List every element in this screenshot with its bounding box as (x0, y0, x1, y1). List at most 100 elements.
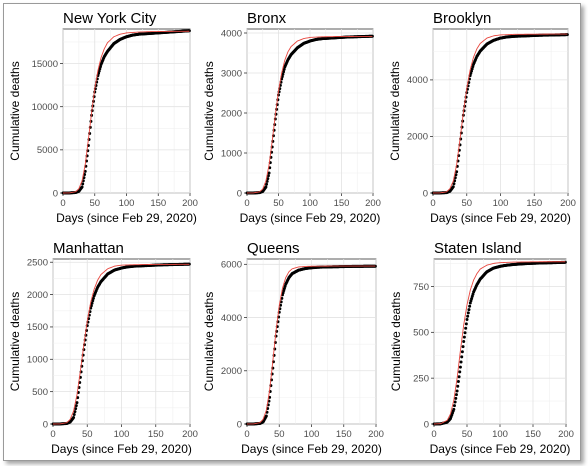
data-point (73, 410, 77, 414)
y-tick-label: 2500 (27, 258, 48, 269)
panel-title: Queens (247, 240, 300, 257)
data-point (282, 67, 286, 71)
data-point (282, 70, 286, 74)
data-point (81, 182, 85, 186)
data-point (454, 396, 458, 400)
data-point (281, 72, 285, 76)
data-point (452, 407, 456, 411)
panel-title: Bronx (247, 10, 287, 27)
x-tick-label: 50 (462, 429, 473, 440)
data-point (463, 331, 467, 335)
y-tick-label: 2000 (407, 132, 428, 143)
x-tick-label: 200 (182, 198, 198, 209)
x-tick-label: 0 (50, 429, 55, 440)
data-point (464, 326, 468, 330)
x-tick-label: 150 (334, 198, 350, 209)
data-point (464, 322, 468, 326)
x-tick-label: 0 (430, 198, 435, 209)
x-tick-label: 150 (525, 429, 541, 440)
x-tick-label: 100 (304, 429, 320, 440)
data-point (264, 185, 268, 189)
y-tick-label: 15000 (32, 59, 58, 70)
y-tick-label: 6000 (221, 260, 242, 271)
y-tick-label: 5000 (37, 145, 58, 156)
panel-title: New York City (63, 10, 157, 27)
fitted-curve (62, 30, 190, 194)
y-tick-label: 0 (53, 188, 58, 199)
fitted-curve (432, 33, 568, 194)
data-point (451, 185, 455, 189)
y-tick-label: 250 (413, 373, 429, 384)
minor-gridlines (247, 259, 376, 424)
panel-title: Staten Island (434, 240, 522, 257)
data-point (470, 67, 474, 71)
data-point (267, 171, 271, 175)
x-tick-label: 0 (244, 198, 249, 209)
figure-frame: 0 50 100 150 200 0 5000 10000 15000 New York City… (3, 3, 581, 461)
data-point (455, 389, 459, 393)
data-point (462, 340, 466, 343)
observed-points (432, 260, 567, 426)
x-tick-label: 100 (114, 429, 130, 440)
data-point (563, 260, 567, 264)
y-tick-label: 10000 (32, 102, 58, 113)
data-point (75, 401, 79, 405)
x-axis-label: Days (since Feb 29, 2020) (240, 211, 381, 225)
data-point (460, 350, 464, 354)
y-tick-label: 3000 (221, 68, 242, 79)
data-point (459, 360, 463, 364)
data-point (454, 173, 458, 177)
x-axis-label: Days (since Feb 29, 2020) (241, 442, 382, 456)
data-point (265, 182, 269, 186)
y-tick-label: 500 (413, 328, 429, 339)
observed-points (431, 33, 569, 195)
panel-staten-island: 0 50 100 150 200 0 250 500 750 Staten Island Days … (389, 240, 574, 456)
x-axis-label: Days (since Feb 29, 2020) (430, 211, 571, 225)
x-tick-label: 0 (60, 198, 65, 209)
fitted-curve (52, 263, 190, 425)
x-tick-label: 100 (492, 429, 508, 440)
x-tick-label: 200 (560, 198, 576, 209)
y-tick-label: 4000 (221, 313, 242, 324)
fitted-curve (433, 261, 566, 425)
data-point (467, 308, 471, 312)
y-tick-label: 500 (32, 387, 48, 398)
x-axis-label: Days (since Feb 29, 2020) (51, 442, 192, 456)
data-point (460, 355, 464, 359)
y-tick-label: 1000 (221, 148, 242, 159)
data-point (266, 177, 270, 181)
y-tick-label: 0 (237, 188, 242, 199)
data-point (91, 296, 95, 300)
data-point (90, 301, 94, 305)
data-point (453, 400, 457, 404)
y-tick-label: 4000 (407, 75, 428, 86)
data-point (456, 384, 460, 388)
panel-title: Brooklyn (433, 10, 491, 27)
x-tick-label: 50 (461, 198, 472, 209)
data-point (454, 393, 458, 397)
data-point (469, 69, 473, 73)
data-point (458, 365, 462, 369)
y-tick-label: 1500 (27, 322, 48, 333)
data-point (98, 67, 102, 71)
data-point (457, 375, 461, 379)
data-point (465, 318, 469, 321)
data-point (452, 404, 456, 408)
data-point (452, 182, 456, 186)
y-tick-label: 750 (413, 282, 429, 293)
x-tick-label: 150 (336, 429, 352, 440)
x-tick-label: 100 (493, 198, 509, 209)
y-axis-label: Cumulative deaths (8, 61, 22, 160)
data-point (264, 414, 268, 418)
x-tick-label: 150 (150, 198, 166, 209)
y-tick-label: 0 (424, 419, 429, 430)
data-point (468, 304, 472, 308)
data-point (80, 185, 84, 189)
x-axis-label: Days (since Feb 29, 2020) (430, 442, 571, 456)
y-tick-label: 4000 (221, 28, 242, 39)
y-tick-label: 0 (43, 419, 48, 430)
y-tick-label: 0 (423, 188, 428, 199)
